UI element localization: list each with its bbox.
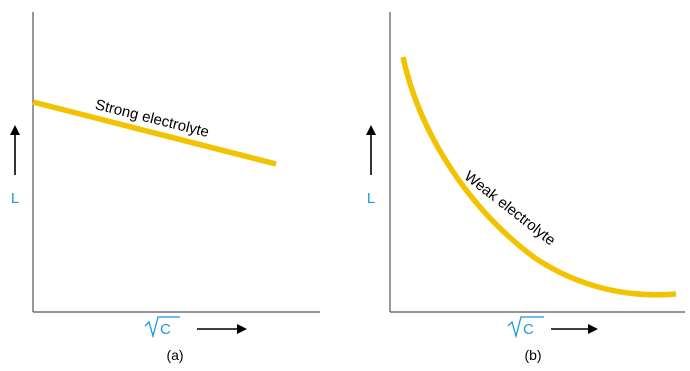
panel-caption: (a) (166, 347, 183, 363)
x-axis-label: C (523, 321, 534, 338)
panel-a: L C (a) Strong electrolyte (10, 12, 320, 363)
strong-electrolyte-line (32, 99, 277, 167)
weak-electrolyte-curve (400, 56, 677, 298)
panel-b: L C (b) Weak electrolyte (366, 12, 685, 363)
y-axis-label: L (11, 190, 19, 207)
panel-b-axes (389, 12, 685, 313)
radical-sign-icon (144, 316, 180, 339)
panel-a-axes (32, 12, 320, 313)
radical-sign-icon (507, 316, 544, 339)
x-axis-label: C (160, 321, 171, 338)
panel-caption: (b) (524, 347, 541, 363)
y-axis-label: L (367, 190, 375, 207)
